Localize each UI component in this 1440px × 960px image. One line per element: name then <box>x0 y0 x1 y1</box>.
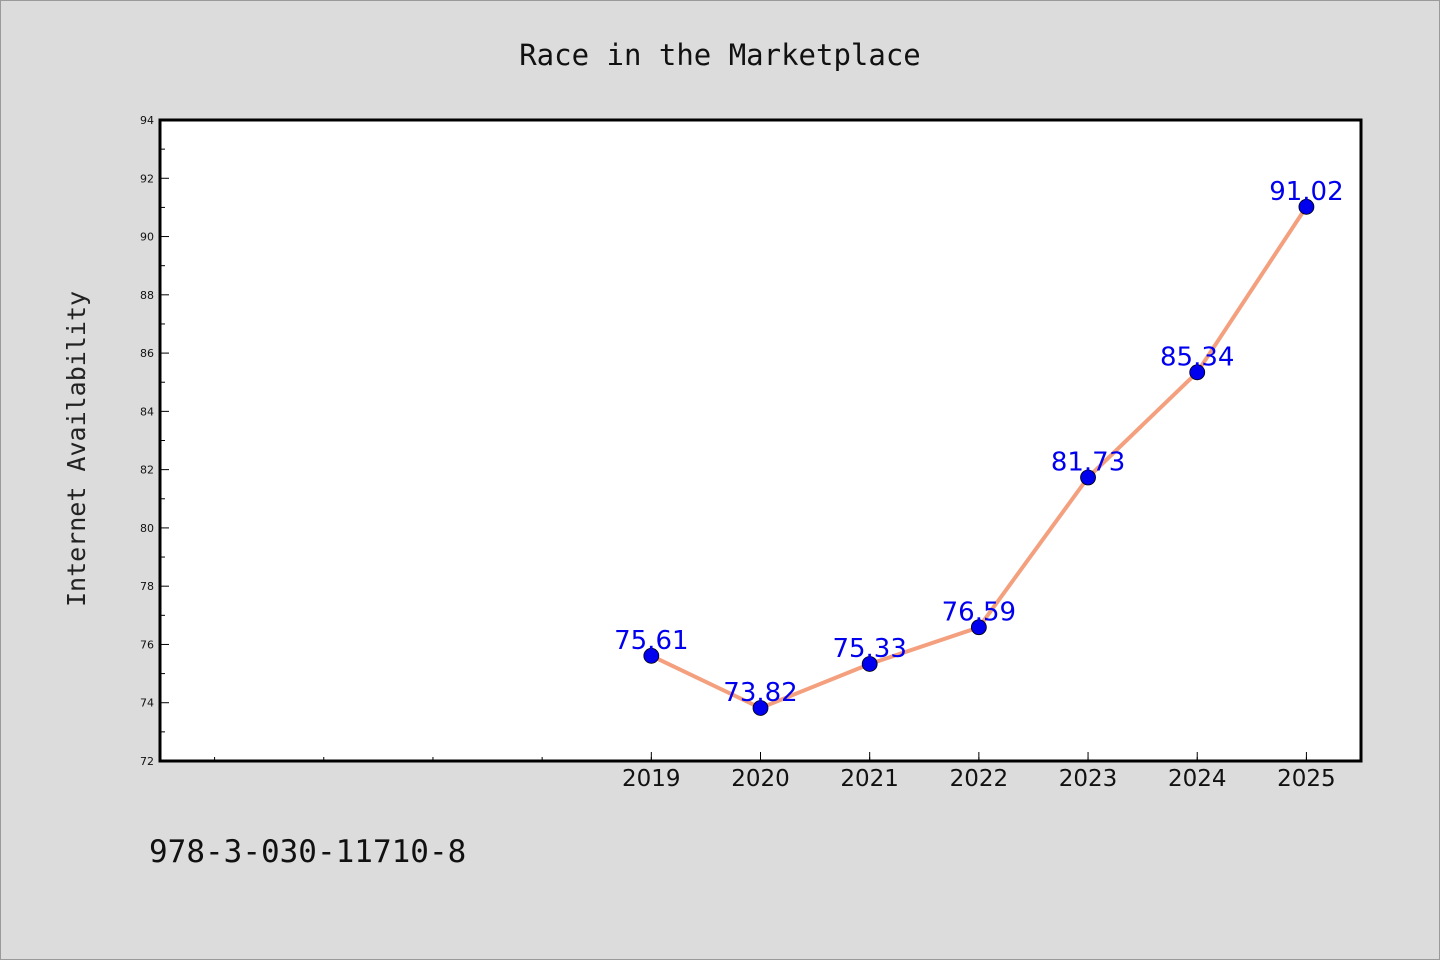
y-tick-label: 86 <box>140 347 154 360</box>
y-tick-label: 82 <box>140 464 154 477</box>
x-tick-label: 2020 <box>731 766 790 792</box>
x-tick-label: 2022 <box>950 766 1009 792</box>
data-point <box>1189 364 1206 381</box>
y-tick-label: 84 <box>140 405 154 418</box>
data-point <box>752 700 769 716</box>
data-point <box>970 619 987 636</box>
y-axis-ticks: 72 74 76 78 80 82 84 86 88 90 92 94 <box>140 114 169 768</box>
data-label: 73.82 <box>723 678 797 708</box>
x-tick-label: 2019 <box>622 766 681 792</box>
data-markers <box>643 198 1315 716</box>
data-point <box>1080 469 1096 486</box>
data-label: 75.33 <box>832 634 906 664</box>
x-tick-label: 2023 <box>1059 766 1118 792</box>
y-tick-label: 92 <box>140 172 154 185</box>
x-tick-label: 2021 <box>840 766 899 792</box>
data-point <box>643 647 660 664</box>
x-axis-ticks: 2019 2020 2021 2022 2023 2024 2025 <box>214 752 1336 792</box>
data-label: 85.34 <box>1160 342 1234 372</box>
data-point <box>861 656 878 672</box>
data-label: 91.02 <box>1269 177 1343 207</box>
x-tick-label: 2024 <box>1168 766 1227 792</box>
x-tick-label: 2025 <box>1277 766 1336 792</box>
data-label: 75.61 <box>614 626 688 656</box>
y-tick-label: 78 <box>140 580 154 593</box>
y-tick-label: 94 <box>140 114 154 127</box>
y-tick-label: 72 <box>140 755 154 768</box>
plot-area <box>160 120 1361 761</box>
chart-title: Race in the Marketplace <box>519 38 921 72</box>
y-axis-label: Internet Availability <box>62 291 91 607</box>
y-tick-label: 88 <box>140 289 154 302</box>
isbn-text: 978-3-030-11710-8 <box>149 834 467 870</box>
y-tick-label: 80 <box>140 522 154 535</box>
data-labels: 75.61 73.82 75.33 76.59 81.73 85.34 91.02 <box>614 177 1344 708</box>
y-tick-label: 90 <box>140 231 154 244</box>
plot-frame <box>158 118 1363 763</box>
data-label: 76.59 <box>942 597 1016 627</box>
data-point <box>1298 198 1315 215</box>
data-label: 81.73 <box>1051 448 1125 478</box>
y-tick-label: 74 <box>140 697 154 710</box>
y-tick-label: 76 <box>140 638 154 651</box>
